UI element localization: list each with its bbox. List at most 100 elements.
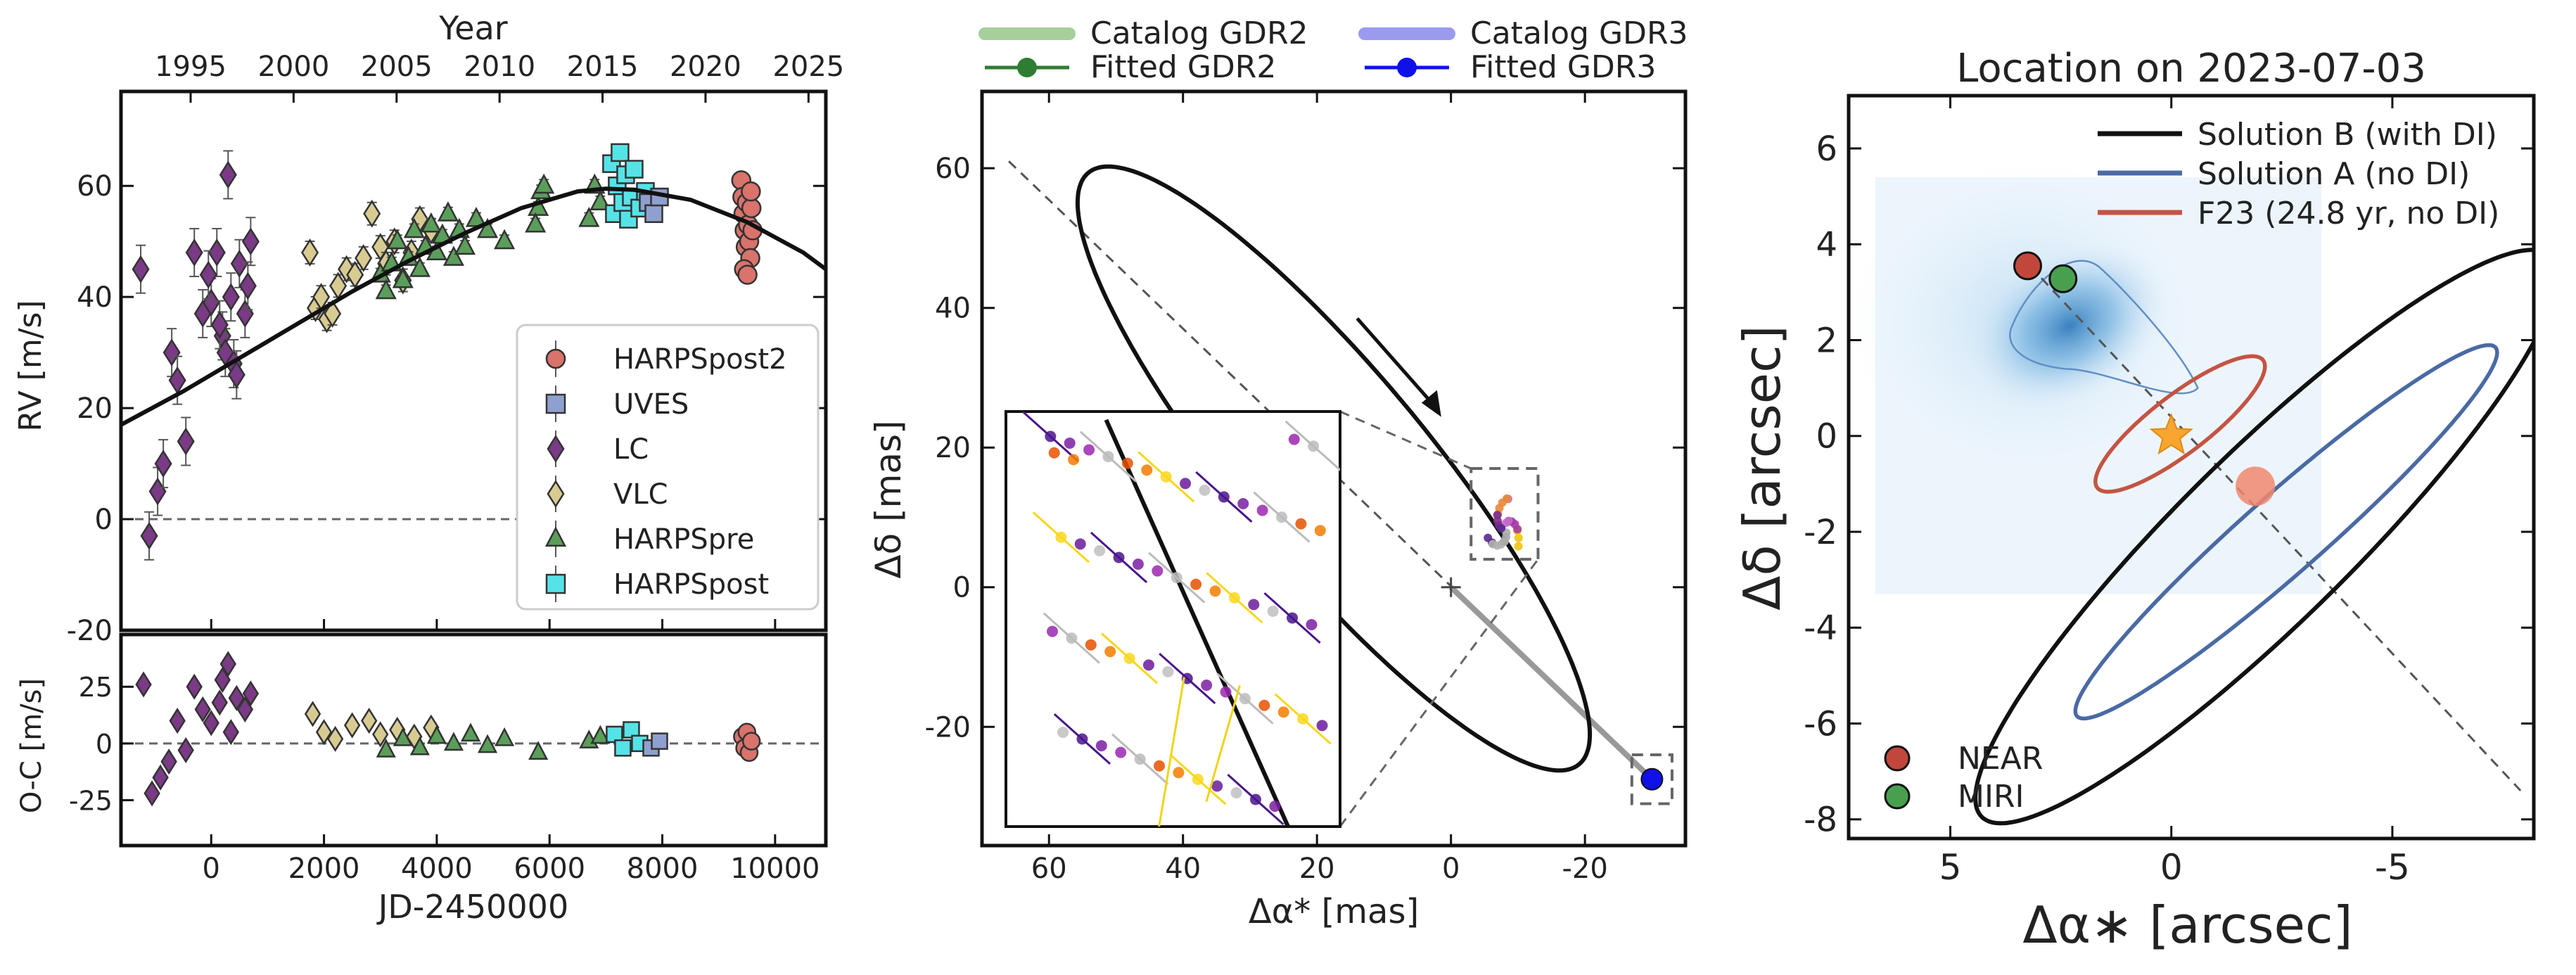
legend-marker-uves [545, 393, 566, 414]
inset-point [1113, 552, 1125, 563]
detection-near [2013, 251, 2042, 281]
top-axis-tick-label: 2020 [670, 51, 741, 83]
rv-ytick-label: 40 [77, 281, 113, 314]
location-frame [1847, 94, 2536, 841]
legend-marker-vlc [547, 480, 565, 508]
rv-xtick-label: 10000 [730, 853, 820, 885]
residual-point-lc [242, 680, 260, 707]
gdr3-band [1448, 585, 1654, 782]
inset-point [1074, 538, 1086, 550]
residual-ylabel: O-C [m/s] [15, 678, 48, 813]
inset-point [1115, 746, 1127, 758]
location-title: Location on 2023-07-03 [1956, 46, 2426, 91]
astrometry-ytick-label: 60 [935, 153, 971, 185]
inset-point [1047, 625, 1059, 637]
top-axis-title: Year [438, 9, 507, 47]
inset-point [1104, 646, 1116, 658]
inset-point [1160, 471, 1172, 483]
rv-point-harpspre [476, 217, 499, 238]
rv-point-lc [222, 283, 240, 312]
inset-point [1258, 699, 1270, 711]
rv-point-harpspre [392, 267, 414, 288]
zoom-box [1469, 467, 1540, 561]
residual-point-harpspre [477, 734, 498, 753]
residual-point-uves [651, 732, 668, 750]
legend-label: UVES [613, 388, 689, 421]
inset-point [1162, 665, 1174, 677]
astrometry-xtick-label: -20 [1562, 853, 1607, 885]
inset-yellow-track [1158, 677, 1185, 827]
rv-xtick-label: 4000 [401, 853, 473, 885]
residual-point-lc [152, 764, 169, 791]
rv-xlabel: JD-2450000 [376, 888, 568, 926]
rv-point-lc [210, 310, 229, 339]
residual-point-harpspre [376, 739, 396, 758]
rv-point-harpspre [494, 229, 516, 250]
residual-point-harpspre [528, 741, 549, 760]
rv-point-harpspost [611, 143, 630, 162]
location-ytick-label: -2 [1804, 513, 1837, 552]
inset-point [1083, 444, 1095, 456]
residual-point-lc [177, 737, 194, 764]
rv-xtick-label: 0 [203, 853, 220, 885]
rv-point-uves [644, 204, 663, 223]
inset-yellow-track [1205, 684, 1241, 803]
inset-point [1190, 578, 1202, 590]
legend-label: LC [613, 433, 649, 466]
residual-marks [121, 651, 826, 807]
cluster-point [1497, 523, 1506, 533]
top-axis-tick-label: 2005 [361, 51, 433, 83]
rv-xtick-label: 8000 [627, 853, 699, 885]
residual-point-lc [144, 780, 160, 807]
inset-point [1152, 565, 1163, 577]
residual-point-harpspre [409, 736, 430, 756]
rv-point-vlc [301, 238, 319, 267]
legend-marker-harpspost [545, 573, 566, 594]
host-star [2149, 412, 2193, 455]
inset-point [1295, 518, 1307, 530]
rv-xtick-label: 2000 [288, 853, 360, 885]
inset-point [1173, 767, 1185, 779]
legend-marker-harpspost2 [545, 348, 566, 369]
inset-point [1237, 497, 1249, 509]
residual-ytick-label: 0 [96, 729, 113, 760]
legend-label: HARPSpost [613, 568, 769, 601]
residual-point-lc [169, 708, 186, 734]
residual-point-vlc [343, 712, 361, 739]
residual-point-harpspre [460, 722, 481, 742]
location-ticks: 5 0 -5 -8 -6 -4 -2 0 2 4 6 [1804, 96, 2534, 888]
cluster-point [1493, 511, 1502, 520]
rv-xtick-label: 6000 [514, 853, 585, 885]
inset-point [1306, 619, 1318, 631]
inset-point [1228, 592, 1240, 604]
inset-point [1095, 740, 1107, 752]
legend-label: NEAR [1958, 741, 2043, 777]
location-ytick-label: -8 [1804, 801, 1837, 840]
rv-legend: HARPSpost2 UVES LC VLC HARPSpre HARPSpost [516, 324, 820, 611]
rv-point-harpspre [420, 212, 442, 233]
inset-point [1045, 431, 1057, 442]
astrometry-xtick-label: 20 [1299, 853, 1335, 885]
rv-point-harpspre [533, 173, 555, 194]
inset-point [1064, 437, 1076, 449]
astrometry-panel: Catalog GDR2 Catalog GDR3 Fitted GDR2 Fitte… [868, 15, 1688, 931]
legend-label: MIRI [1958, 779, 2025, 815]
rv-point-harpspre [525, 212, 547, 233]
inset-point [1314, 525, 1326, 537]
direction-arrowhead [1421, 390, 1441, 417]
legend-label: HARPSpre [613, 523, 754, 556]
zoom-box [1630, 753, 1673, 805]
location-ytick-label: 0 [1816, 417, 1837, 457]
orbit-ellipse-0 [1973, 248, 2534, 826]
orbit-ellipse-2 [2093, 354, 2267, 494]
inset-point [1287, 612, 1299, 624]
inset-point [1142, 659, 1154, 671]
legend-label: Catalog GDR2 [1090, 15, 1308, 51]
inset-point [1055, 531, 1067, 543]
cluster-point [1504, 516, 1513, 525]
inset-point [1141, 464, 1153, 476]
location-legend: Solution B (with DI)Solution A (no DI) F2… [1884, 117, 2499, 815]
rv-model-curve [121, 186, 826, 427]
inset-marks [1021, 412, 1340, 827]
